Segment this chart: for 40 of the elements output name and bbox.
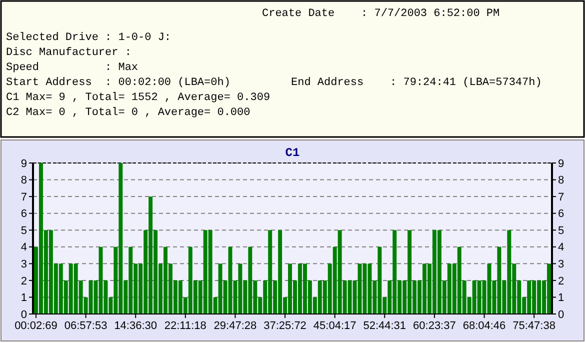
y-tick-label: 3 [20,258,27,271]
x-tick-label: 68:04:46 [462,320,506,332]
y2-tick-label: 6 [558,208,564,220]
y2-tick-label: 5 [558,224,564,237]
text: Disc Manufacturer : [6,47,132,59]
text: C1 Max= 9 , Total= 1552 , Average= 0.309 [6,92,270,104]
text: Speed : Max [6,62,138,74]
y-tick-label: 8 [20,174,27,187]
y2-tick-label: 7 [558,191,564,204]
text: Selected Drive : 1-0-0 J: [6,32,172,44]
x-tick-label: 75:47:38 [512,320,556,332]
x-tick-label: 60:23:37 [413,320,456,332]
y2-tick-label: 0 [558,308,564,321]
text: Create Date : 7/7/2003 6:52:00 PM [262,8,500,20]
x-tick-label: 06:57:53 [64,320,108,332]
x-tick-label: 14:36:30 [114,320,158,332]
y-tick-label: 6 [20,208,27,220]
y2-tick-label: 1 [558,292,564,304]
x-tick-label: 52:44:31 [363,320,406,332]
x-tick-label: 22:11:18 [164,320,206,332]
x-tick-label: 45:04:17 [313,320,356,332]
x-tick-label: 37:25:72 [264,320,306,332]
y-tick-label: 2 [20,275,27,288]
x-tick-label: 29:47:28 [214,320,257,332]
y2-tick-label: 2 [558,275,564,288]
y-tick-label: 7 [20,191,27,204]
x-tick-label: 00:02:69 [14,320,58,332]
text: Start Address : 00:02:00 (LBA=0h) [6,77,230,89]
y-tick-label: 1 [20,292,27,304]
y-tick-label: 0 [20,308,27,321]
chart-title: C1 [285,146,300,160]
text: End Address : 79:24:41 (LBA=57347h) [291,77,542,89]
y2-tick-label: 3 [558,258,564,271]
y-tick-label: 5 [20,224,27,237]
y2-tick-label: 9 [558,158,564,170]
text: C2 Max= 0 , Total= 0 , Average= 0.000 [6,107,250,119]
y2-tick-label: 8 [558,174,564,187]
y2-tick-label: 4 [558,242,564,254]
y-tick-label: 4 [20,242,27,254]
y-tick-label: 9 [20,158,27,170]
